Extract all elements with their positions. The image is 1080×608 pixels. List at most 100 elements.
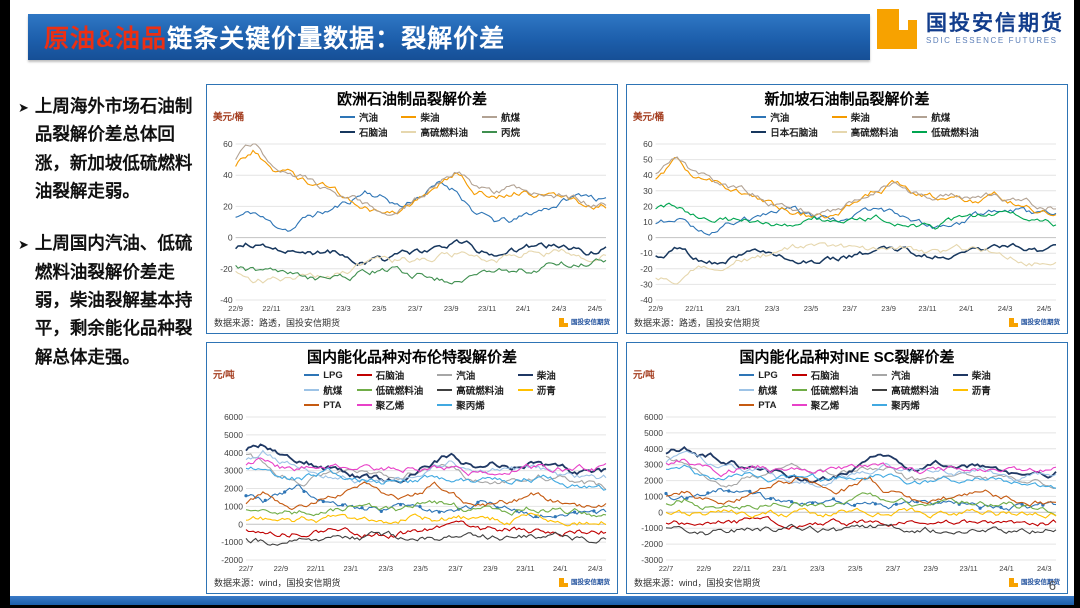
bullet-item: ➤ 上周海外市场石油制品裂解价差总体回涨，新加坡低硫燃料油裂解走弱。 [18, 92, 200, 205]
legend-swatch [482, 131, 497, 133]
svg-text:-40: -40 [220, 295, 233, 305]
chart-footer: 数据来源：wind，国投安信期货 国投安信期货 [632, 574, 1062, 593]
svg-text:20: 20 [223, 201, 233, 211]
svg-text:3000: 3000 [644, 460, 663, 470]
legend-item: 柴油 [831, 110, 899, 124]
legend-label: 汽油 [358, 113, 378, 124]
footer-bar [10, 596, 1074, 605]
svg-text:1000: 1000 [224, 501, 243, 511]
svg-text:24/3: 24/3 [1037, 564, 1052, 573]
legend-label: 柴油 [971, 371, 991, 382]
legend-swatch [304, 374, 320, 376]
bullet-text: 上周海外市场石油制品裂解价差总体回涨，新加坡低硫燃料油裂解走弱。 [34, 96, 193, 202]
legend-item: 低硫燃料油 [791, 383, 858, 397]
svg-text:6000: 6000 [224, 412, 243, 422]
bullet-item: ➤ 上周国内汽油、低硫燃料油裂解价差走弱，柴油裂解基本持平，剩余能化品种裂解总体… [18, 229, 200, 371]
svg-text:3000: 3000 [224, 466, 243, 476]
legend-label: 柴油 [420, 113, 440, 124]
legend-item: 石脑油 [339, 125, 387, 139]
svg-text:60: 60 [223, 139, 233, 149]
legend-item: 柴油 [401, 110, 468, 124]
legend-label: 柴油 [850, 113, 870, 124]
mini-logo-text: 国投安信期货 [1021, 578, 1060, 586]
svg-text:30: 30 [643, 186, 653, 196]
legend-item: 高硫燃料油 [831, 125, 899, 139]
legend-swatch [872, 404, 888, 406]
legend-label: 高硫燃料油 [850, 128, 899, 139]
chart-legend: LPG 石脑油 汽油 柴油 航煤 低硫燃料油 高硫燃料油 沥青 PTA 聚乙烯 聚丙烯 [268, 368, 556, 412]
slide: 原油&油品链条关键价量数据：裂解价差 国投安信期货 SDIC ESSENCE F… [10, 0, 1074, 605]
svg-text:-20: -20 [220, 264, 233, 274]
page-title-rest: 链条关键价量数据：裂解价差 [167, 25, 506, 53]
mini-logo: 国投安信期货 [559, 318, 610, 327]
legend-swatch [739, 404, 755, 406]
charts-grid: 欧洲石油制品裂解价差 美元/桶 汽油 柴油 航煤 石脑油 高硫燃料油 丙烷 60 40 20 0… [206, 84, 1068, 594]
legend-item: 丙烷 [482, 125, 520, 139]
svg-text:-1000: -1000 [221, 537, 243, 547]
legend-item: 航煤 [482, 110, 520, 124]
chart-panel-ine-sc-crack: 国内能化品种对INE SC裂解价差 元/吨 LPG 石脑油 汽油 柴油 航煤 低硫燃料油 高… [626, 342, 1068, 594]
svg-text:22/11: 22/11 [685, 304, 703, 313]
legend-item: LPG [739, 368, 778, 382]
legend-swatch [356, 374, 372, 376]
legend-label: PTA [758, 399, 777, 411]
legend-swatch [751, 116, 767, 118]
svg-text:22/11: 22/11 [307, 564, 325, 573]
page-title-highlight: 原油&油品 [44, 25, 168, 53]
svg-text:2000: 2000 [224, 484, 243, 494]
chart-canvas: 6000 5000 4000 3000 2000 1000 0 -1000 -2000 -3000… [641, 412, 1057, 573]
svg-text:23/1: 23/1 [300, 304, 315, 313]
legend-label: 聚丙烯 [891, 401, 920, 412]
legend-label: 沥青 [536, 386, 556, 397]
chart-title: 国内能化品种对布伦特裂解价差 [306, 349, 517, 366]
legend-label: 高硫燃料油 [420, 128, 468, 139]
legend-label: 低硫燃料油 [375, 386, 424, 397]
svg-text:23/3: 23/3 [336, 304, 351, 313]
svg-text:23/1: 23/1 [343, 564, 358, 573]
svg-text:-2000: -2000 [221, 555, 243, 565]
legend-swatch [872, 389, 888, 391]
legend-item: 石脑油 [356, 368, 424, 382]
legend-swatch [517, 389, 533, 391]
legend-swatch [831, 131, 847, 133]
svg-text:23/7: 23/7 [842, 304, 857, 313]
svg-text:22/11: 22/11 [733, 564, 751, 573]
svg-text:-2000: -2000 [641, 539, 663, 549]
svg-text:23/7: 23/7 [408, 304, 423, 313]
mini-logo: 国投安信期货 [559, 578, 610, 587]
svg-text:23/3: 23/3 [765, 304, 780, 313]
chart-body: 美元/桶 汽油 柴油 航煤 石脑油 高硫燃料油 丙烷 60 40 20 0 -20 -40 22/9 2… [212, 109, 612, 314]
svg-text:23/3: 23/3 [378, 564, 393, 573]
svg-text:0: 0 [228, 233, 233, 243]
svg-text:0: 0 [648, 233, 653, 243]
svg-text:20: 20 [643, 201, 653, 211]
legend-label: 柴油 [536, 371, 556, 382]
legend-swatch [952, 374, 968, 376]
y-axis-unit: 美元/桶 [213, 112, 245, 123]
chart-legend: LPG 石脑油 汽油 柴油 航煤 低硫燃料油 高硫燃料油 沥青 PTA 聚乙烯 聚丙烯 [703, 368, 991, 412]
svg-text:-40: -40 [640, 295, 653, 305]
legend-label: PTA [323, 399, 342, 411]
legend-swatch [952, 389, 968, 391]
legend-swatch [739, 389, 755, 391]
legend-swatch [401, 131, 417, 133]
svg-text:23/5: 23/5 [848, 564, 863, 573]
svg-text:4000: 4000 [224, 448, 243, 458]
y-axis-unit: 元/吨 [213, 370, 235, 381]
legend-label: 高硫燃料油 [456, 386, 504, 397]
source-note: 数据来源：路透，国投安信期货 [214, 318, 341, 328]
svg-text:23/5: 23/5 [372, 304, 387, 313]
y-axis-unit: 元/吨 [633, 370, 655, 381]
svg-text:24/3: 24/3 [588, 564, 603, 573]
svg-text:-20: -20 [640, 264, 653, 274]
bullet-arrow-icon: ➤ [18, 100, 29, 115]
svg-text:24/5: 24/5 [1037, 304, 1052, 313]
svg-text:5000: 5000 [644, 428, 663, 438]
legend-swatch [791, 374, 807, 376]
legend-item: 汽油 [872, 368, 939, 382]
legend-label: 聚乙烯 [810, 401, 840, 412]
legend-label: 石脑油 [810, 371, 840, 382]
legend-item: 汽油 [339, 110, 388, 124]
